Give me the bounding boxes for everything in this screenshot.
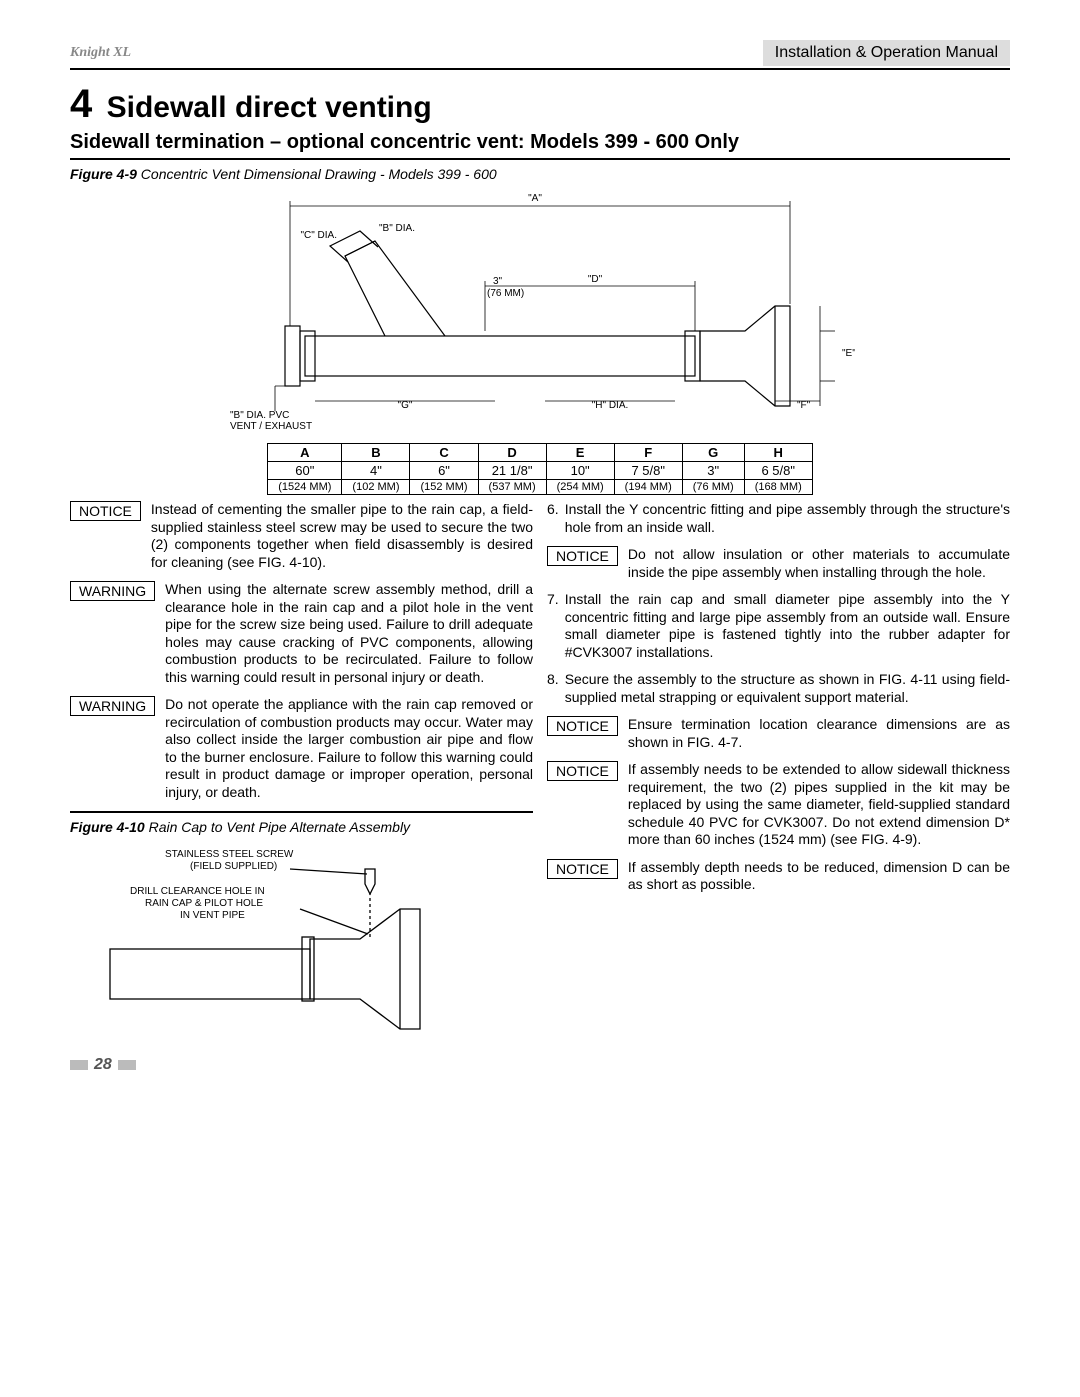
notice-clearance: NOTICE Ensure termination location clear… <box>547 716 1010 751</box>
notice-extend: NOTICE If assembly needs to be extended … <box>547 761 1010 849</box>
dim-e: "E" <box>842 348 855 359</box>
notice-text: If assembly depth needs to be reduced, d… <box>628 859 1010 894</box>
chapter-title: Sidewall direct venting <box>107 91 432 124</box>
dim-3: 3" <box>493 276 503 287</box>
dim-g: "G" <box>398 400 413 411</box>
notice-tag: NOTICE <box>547 761 618 781</box>
notice-text: Ensure termination location clearance di… <box>628 716 1010 751</box>
notice-text: If assembly needs to be extended to allo… <box>628 761 1010 849</box>
warning-tag: WARNING <box>70 696 155 716</box>
warning-tag: WARNING <box>70 581 155 601</box>
right-column: 6. Install the Y concentric fitting and … <box>547 501 1010 1042</box>
dim-inch-row: 60"4" 6"21 1/8" 10"7 5/8" 3"6 5/8" <box>268 462 813 480</box>
screw-label-1: STAINLESS STEEL SCREW <box>165 849 294 860</box>
step-text: Secure the assembly to the structure as … <box>565 671 1010 706</box>
left-column: NOTICE Instead of cementing the smaller … <box>70 501 533 1042</box>
figure-10-desc: Rain Cap to Vent Pipe Alternate Assembly <box>149 819 410 835</box>
notice-depth: NOTICE If assembly depth needs to be red… <box>547 859 1010 894</box>
dim-3mm: (76 MM) <box>487 288 524 299</box>
exhaust-line2: VENT / EXHAUST <box>230 421 312 432</box>
figure-10-diagram: STAINLESS STEEL SCREW (FIELD SUPPLIED) D… <box>70 839 490 1039</box>
notice-tag: NOTICE <box>70 501 141 521</box>
dim-c: "C" DIA. <box>300 230 337 241</box>
figure-9-desc: Concentric Vent Dimensional Drawing - Mo… <box>141 166 497 182</box>
dim-a: "A" <box>528 193 542 204</box>
dim-f: "F" <box>797 400 811 411</box>
dim-h: "H" DIA. <box>592 400 629 411</box>
warning-text: Do not operate the appliance with the ra… <box>165 696 533 801</box>
page-number: 28 <box>94 1056 112 1074</box>
section-subheading: Sidewall termination – optional concentr… <box>70 131 1010 160</box>
brand-logo: Knight XL <box>70 45 131 61</box>
page-header: Knight XL Installation & Operation Manua… <box>70 40 1010 70</box>
dimension-table: AB CD EF GH 60"4" 6"21 1/8" 10"7 5/8" 3"… <box>267 443 813 495</box>
warning-text: When using the alternate screw assembly … <box>165 581 533 686</box>
figure-9-diagram: "A" "B" DIA. "C" DIA. "D" 3" (76 MM) "E"… <box>215 186 865 495</box>
step-text: Install the Y concentric fitting and pip… <box>565 501 1010 536</box>
drill-label-1: DRILL CLEARANCE HOLE IN <box>130 886 265 897</box>
notice-tag: NOTICE <box>547 859 618 879</box>
warning-block-1: WARNING When using the alternate screw a… <box>70 581 533 686</box>
figure-10-label: Figure 4-10 <box>70 819 145 835</box>
notice-insulation: NOTICE Do not allow insulation or other … <box>547 546 1010 581</box>
exhaust-line1: "B" DIA. PVC <box>230 410 289 421</box>
step-text: Install the rain cap and small diameter … <box>565 591 1010 661</box>
footer-decor-right <box>118 1060 136 1070</box>
notice-text: Do not allow insulation or other materia… <box>628 546 1010 581</box>
notice-block-1: NOTICE Instead of cementing the smaller … <box>70 501 533 571</box>
figure-9-label: Figure 4-9 <box>70 166 137 182</box>
section-heading: 4 Sidewall direct venting <box>70 82 1010 127</box>
step-8: 8. Secure the assembly to the structure … <box>547 671 1010 706</box>
dim-mm-row: (1524 MM)(102 MM) (152 MM)(537 MM) (254 … <box>268 480 813 495</box>
step-number: 8. <box>547 671 559 706</box>
chapter-number: 4 <box>70 82 92 126</box>
divider <box>70 811 533 813</box>
footer-decor-left <box>70 1060 88 1070</box>
step-7: 7. Install the rain cap and small diamet… <box>547 591 1010 661</box>
page-footer: 28 <box>70 1056 1010 1074</box>
step-number: 6. <box>547 501 559 536</box>
dim-header-row: AB CD EF GH <box>268 444 813 462</box>
notice-tag: NOTICE <box>547 546 618 566</box>
drill-label-3: IN VENT PIPE <box>180 910 245 921</box>
content-columns: NOTICE Instead of cementing the smaller … <box>70 501 1010 1042</box>
dim-d: "D" <box>588 274 603 285</box>
notice-tag: NOTICE <box>547 716 618 736</box>
dim-b: "B" DIA. <box>379 223 415 234</box>
step-6: 6. Install the Y concentric fitting and … <box>547 501 1010 536</box>
notice-text: Instead of cementing the smaller pipe to… <box>151 501 533 571</box>
screw-label-2: (FIELD SUPPLIED) <box>190 861 277 872</box>
manual-title: Installation & Operation Manual <box>763 40 1010 66</box>
figure-10-caption: Figure 4-10 Rain Cap to Vent Pipe Altern… <box>70 819 533 835</box>
step-number: 7. <box>547 591 559 661</box>
warning-block-2: WARNING Do not operate the appliance wit… <box>70 696 533 801</box>
drill-label-2: RAIN CAP & PILOT HOLE <box>145 898 263 909</box>
figure-9-caption: Figure 4-9 Concentric Vent Dimensional D… <box>70 166 1010 182</box>
